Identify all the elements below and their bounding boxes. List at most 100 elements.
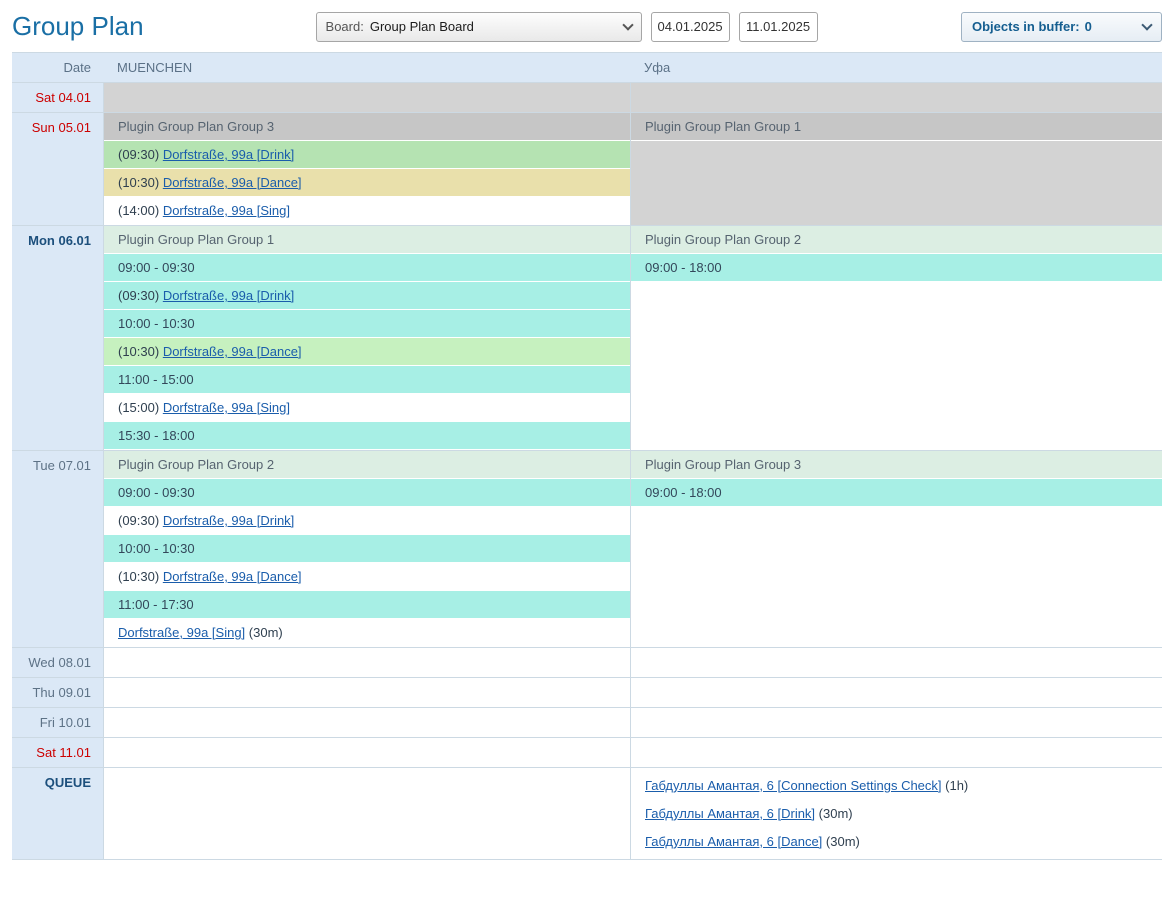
event-link[interactable]: Dorfstraße, 99a [Dance] [162, 569, 302, 584]
plan-cell: Plugin Group Plan Group 3 (09:30) Dorfstr… [103, 113, 630, 225]
event-link[interactable]: Dorfstraße, 99a [Sing] [162, 203, 290, 218]
event-block[interactable]: (14:00) Dorfstraße, 99a [Sing] [104, 197, 630, 225]
event-block[interactable]: Dorfstraße, 99a [Sing] (30m) [104, 619, 630, 647]
buffer-label: Objects in buffer: [972, 19, 1080, 34]
event-link[interactable]: Габдуллы Амантая, 6 [Dance] [645, 834, 823, 849]
event-link[interactable]: Dorfstraße, 99a [Drink] [162, 147, 295, 162]
time-slot[interactable]: 09:00 - 09:30 [104, 254, 630, 282]
plan-cell: Plugin Group Plan Group 1 [630, 113, 1162, 225]
date-cell: Thu 09.01 [12, 678, 103, 707]
table-row: Tue 07.01 Plugin Group Plan Group 2 09:00 … [12, 451, 1162, 648]
plan-cell [630, 708, 1162, 737]
column-header: Date [63, 60, 91, 75]
event-block[interactable]: (10:30) Dorfstraße, 99a [Dance] [104, 563, 630, 591]
plan-cell [103, 738, 630, 767]
event-link[interactable]: Dorfstraße, 99a [Sing] [162, 400, 290, 415]
event-link[interactable]: Габдуллы Амантая, 6 [Drink] [645, 806, 816, 821]
table-row: Sun 05.01 Plugin Group Plan Group 3 (09:30… [12, 113, 1162, 226]
event-block[interactable]: (09:30) Dorfstraße, 99a [Drink] [104, 507, 630, 535]
event-time-prefix: (15:00) [118, 400, 163, 415]
date-cell: Mon 06.01 [12, 226, 103, 450]
group-header: Plugin Group Plan Group 3 [631, 451, 1162, 479]
time-slot[interactable]: 09:00 - 18:00 [631, 254, 1162, 282]
plan-cell: Plugin Group Plan Group 2 09:00 - 09:30 (0… [103, 451, 630, 647]
board-select-value: Group Plan Board [369, 19, 474, 34]
event-time-prefix: (10:30) [118, 175, 163, 190]
event-block[interactable]: (10:30) Dorfstraße, 99a [Dance] [104, 338, 630, 366]
column-header: Уфа [644, 60, 671, 75]
event-link[interactable]: Dorfstraße, 99a [Sing] [118, 625, 246, 640]
buffer-select[interactable]: Objects in buffer: 0 [961, 11, 1162, 42]
plan-cell [103, 83, 630, 112]
event-link[interactable]: Dorfstraße, 99a [Drink] [162, 513, 295, 528]
chevron-down-icon [621, 18, 634, 31]
table-row: Sat 11.01 [12, 738, 1162, 768]
event-duration-suffix: (30m) [822, 834, 860, 849]
plan-cell [630, 648, 1162, 677]
event-link[interactable]: Габдуллы Амантая, 6 [Connection Settings… [645, 778, 942, 793]
event-time-prefix: (10:30) [118, 344, 163, 359]
table-header-row: Date MUENCHEN Уфа [12, 53, 1162, 83]
chevron-down-icon [1141, 18, 1153, 31]
group-header: Plugin Group Plan Group 2 [104, 451, 630, 479]
event-duration-suffix: (30m) [815, 806, 853, 821]
column-header: MUENCHEN [117, 60, 193, 75]
table-row: Wed 08.01 [12, 648, 1162, 678]
date-cell: Sat 11.01 [12, 738, 103, 767]
board-select[interactable]: Board: Group Plan Board [315, 11, 642, 42]
time-slot[interactable]: 10:00 - 10:30 [104, 535, 630, 563]
plan-table: Date MUENCHEN Уфа Sat 04.01 Sun 05.01 Plugin … [12, 52, 1162, 860]
date-cell: Sun 05.01 [12, 113, 103, 225]
event-time-prefix: (10:30) [118, 569, 163, 584]
date-cell: Fri 10.01 [12, 708, 103, 737]
plan-cell [103, 768, 630, 859]
event-block[interactable]: Габдуллы Амантая, 6 [Connection Settings… [631, 772, 1162, 800]
event-block[interactable]: (10:30) Dorfstraße, 99a [Dance] [104, 169, 630, 197]
board-select-label: Board: [325, 19, 364, 34]
time-slot[interactable]: 10:00 - 10:30 [104, 310, 630, 338]
group-header: Plugin Group Plan Group 1 [104, 226, 630, 254]
event-link[interactable]: Dorfstraße, 99a [Dance] [162, 175, 302, 190]
date-cell: Sat 04.01 [12, 83, 103, 112]
plan-cell: Plugin Group Plan Group 2 09:00 - 18:00 [630, 226, 1162, 450]
date-cell: Tue 07.01 [12, 451, 103, 647]
group-header: Plugin Group Plan Group 2 [631, 226, 1162, 254]
event-duration-suffix: (1h) [941, 778, 969, 793]
plan-cell: Plugin Group Plan Group 3 09:00 - 18:00 [630, 451, 1162, 647]
plan-cell [103, 648, 630, 677]
table-row: Sat 04.01 [12, 83, 1162, 113]
toolbar: Group Plan Board: Group Plan Board Objec… [0, 0, 1174, 52]
event-block[interactable]: (09:30) Dorfstraße, 99a [Drink] [104, 282, 630, 310]
plan-cell: Plugin Group Plan Group 1 09:00 - 09:30 (0… [103, 226, 630, 450]
plan-cell [103, 708, 630, 737]
table-row: Thu 09.01 [12, 678, 1162, 708]
event-duration-suffix: (30m) [245, 625, 283, 640]
plan-cell: Габдуллы Амантая, 6 [Connection Settings… [630, 768, 1162, 859]
time-slot[interactable]: 09:00 - 18:00 [631, 479, 1162, 507]
time-slot[interactable]: 11:00 - 17:30 [104, 591, 630, 619]
date-cell: Wed 08.01 [12, 648, 103, 677]
page-title: Group Plan [12, 11, 144, 41]
table-row: Fri 10.01 [12, 708, 1162, 738]
time-slot[interactable]: 11:00 - 15:00 [104, 366, 630, 394]
plan-cell [630, 678, 1162, 707]
time-slot[interactable]: 09:00 - 09:30 [104, 479, 630, 507]
plan-cell [630, 83, 1162, 112]
date-from-input[interactable] [650, 11, 730, 42]
group-header: Plugin Group Plan Group 3 [104, 113, 630, 141]
table-row: QUEUE Габдуллы Амантая, 6 [Connection Set… [12, 768, 1162, 860]
date-to-input[interactable] [738, 11, 818, 42]
event-link[interactable]: Dorfstraße, 99a [Dance] [162, 344, 302, 359]
event-time-prefix: (14:00) [118, 203, 163, 218]
event-block[interactable]: Габдуллы Амантая, 6 [Drink] (30m) [631, 800, 1162, 828]
event-block[interactable]: (09:30) Dorfstraße, 99a [Drink] [104, 141, 630, 169]
buffer-count: 0 [1084, 19, 1092, 34]
date-cell: QUEUE [12, 768, 103, 859]
event-block[interactable]: (15:00) Dorfstraße, 99a [Sing] [104, 394, 630, 422]
event-link[interactable]: Dorfstraße, 99a [Drink] [162, 288, 295, 303]
time-slot[interactable]: 15:30 - 18:00 [104, 422, 630, 450]
event-block[interactable]: Габдуллы Амантая, 6 [Dance] (30m) [631, 828, 1162, 856]
event-time-prefix: (09:30) [118, 288, 163, 303]
plan-cell [630, 738, 1162, 767]
plan-cell [103, 678, 630, 707]
